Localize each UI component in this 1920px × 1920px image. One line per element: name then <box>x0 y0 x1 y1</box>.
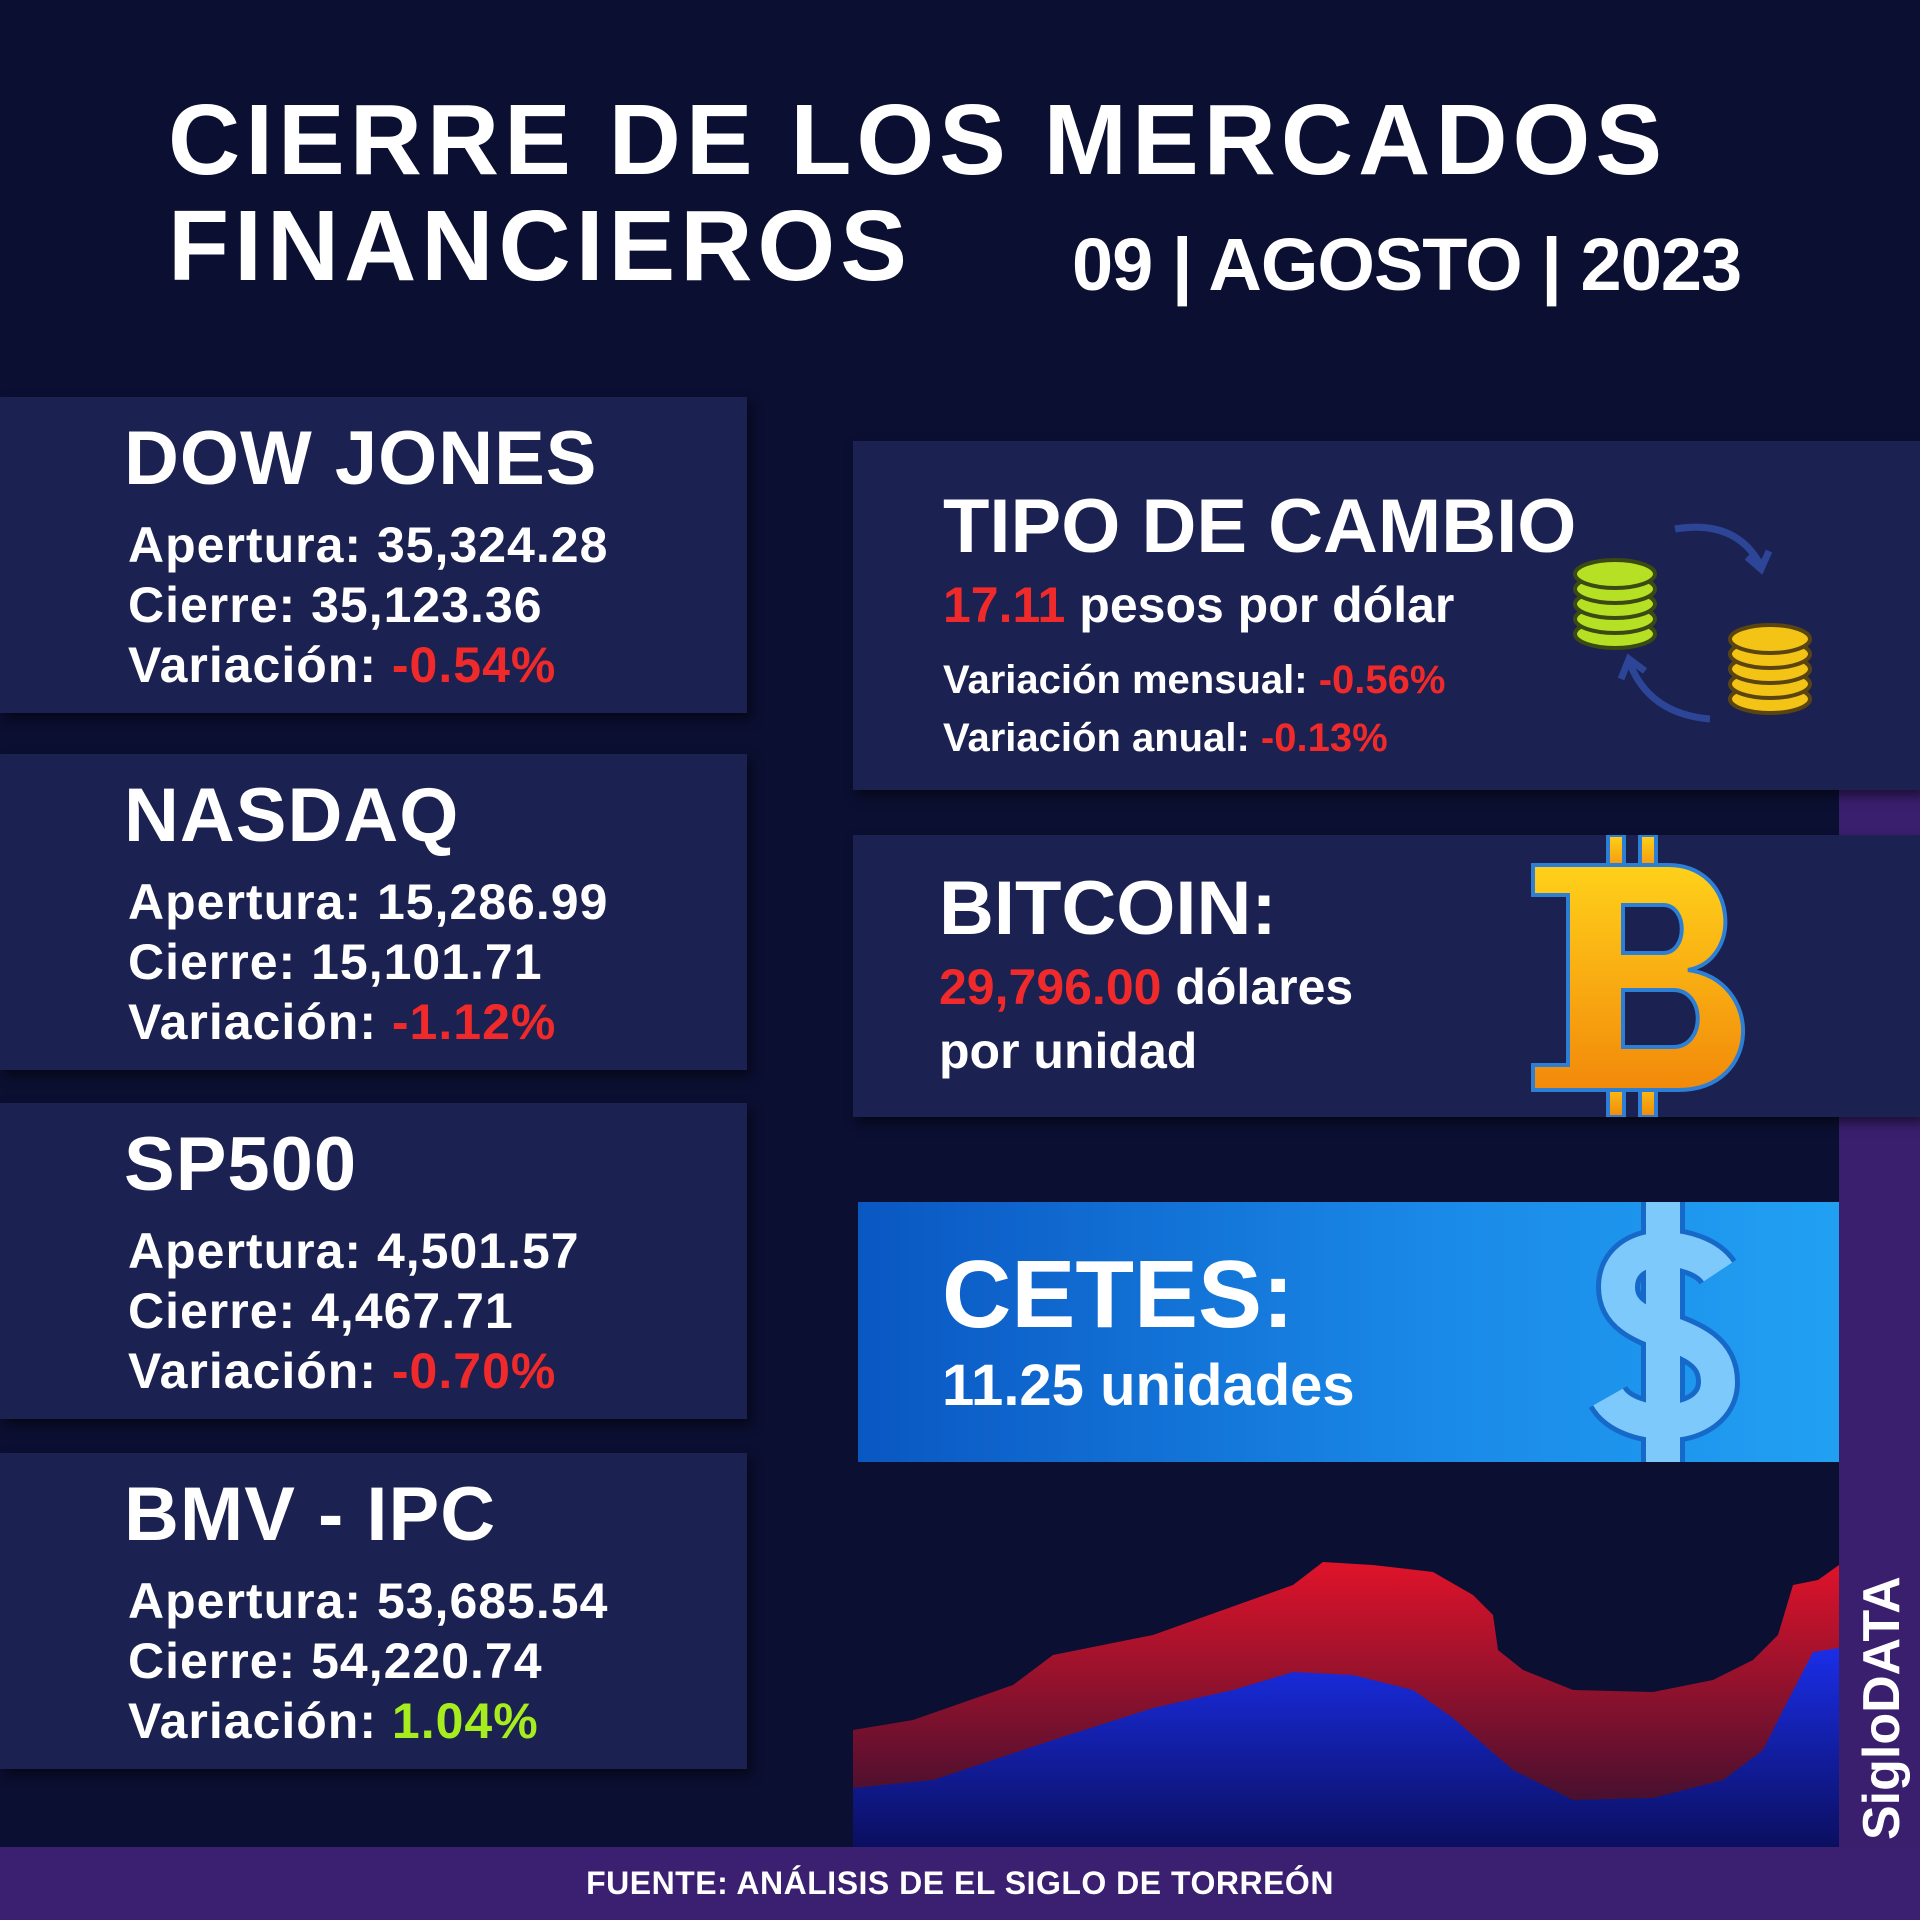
index-row: Variación: 1.04% <box>128 1691 608 1751</box>
footer: FUENTE: ANÁLISIS DE EL SIGLO DE TORREÓN <box>0 1847 1920 1920</box>
index-row: Cierre: 4,467.71 <box>128 1281 580 1341</box>
row-value: 54,220.74 <box>311 1633 543 1689</box>
title-line-1: CIERRE DE LOS MERCADOS <box>168 84 1668 196</box>
date: 09 | AGOSTO | 2023 <box>1072 223 1742 306</box>
bitcoin-glyph <box>1531 835 1746 1117</box>
index-card: DOW JONES Apertura: 35,324.28 Cierre: 35,1… <box>0 397 747 713</box>
row-value: 35,324.28 <box>376 517 609 573</box>
row-label: Variación: <box>128 1693 377 1749</box>
index-rows: Apertura: 53,685.54 Cierre: 54,220.74 Vari… <box>128 1571 608 1751</box>
dollar-icon <box>1588 1202 1741 1462</box>
row-label: Cierre: <box>128 577 297 633</box>
cetes-title: CETES: <box>942 1241 1295 1348</box>
bitcoin-icon <box>1531 835 1746 1117</box>
index-name: NASDAQ <box>124 773 460 858</box>
row-value: 15,101.71 <box>311 934 543 990</box>
coin-stack-gold <box>1728 623 1812 715</box>
index-name: BMV - IPC <box>124 1472 497 1557</box>
index-name: SP500 <box>124 1122 358 1207</box>
index-card: NASDAQ Apertura: 15,286.99 Cierre: 15,101.… <box>0 754 747 1070</box>
index-row: Variación: -0.54% <box>128 635 608 695</box>
bitcoin-line: 29,796.00 dólares <box>939 955 1353 1019</box>
exchange-rate-card: TIPO DE CAMBIO 17.11 pesos por dólar Var… <box>853 441 1920 790</box>
row-label: Cierre: <box>128 1633 297 1689</box>
exchange-rate-text: pesos por dólar <box>1079 577 1455 633</box>
row-label: Apertura: <box>128 874 363 930</box>
index-row: Cierre: 35,123.36 <box>128 575 608 635</box>
blue-area <box>853 1648 1839 1847</box>
index-row: Variación: -0.70% <box>128 1341 580 1401</box>
bitcoin-card: BITCOIN: 29,796.00 dólares por unidad <box>853 835 1920 1117</box>
row-label: Variación: <box>128 994 377 1050</box>
decorative-area <box>853 1562 1839 1847</box>
row-label: Cierre: <box>128 934 297 990</box>
exchange-rate-value: 17.11 <box>943 577 1066 633</box>
coins-icon <box>1573 523 1812 723</box>
index-card: BMV - IPC Apertura: 53,685.54 Cierre: 54,2… <box>0 1453 747 1769</box>
row-value: 35,123.36 <box>311 577 543 633</box>
row-label: Variación: <box>128 637 377 693</box>
row-label: Variación anual: <box>943 716 1250 760</box>
row-value: -0.13% <box>1260 716 1388 760</box>
row-value: -0.54% <box>391 637 557 693</box>
row-value: 15,286.99 <box>376 874 609 930</box>
row-value: -0.56% <box>1318 658 1446 702</box>
bitcoin-unit: dólares <box>1175 959 1354 1015</box>
bitcoin-text: 29,796.00 dólares por unidad <box>939 955 1353 1083</box>
row-value: 4,501.57 <box>376 1223 580 1279</box>
index-row: Apertura: 4,501.57 <box>128 1221 580 1281</box>
row-label: Apertura: <box>128 1573 363 1629</box>
title-line-2: FINANCIEROS <box>168 190 912 302</box>
exchange-rate-line: 17.11 pesos por dólar <box>943 576 1454 634</box>
arrow <box>1674 523 1764 566</box>
bitcoin-line: por unidad <box>939 1023 1198 1079</box>
row-label: Apertura: <box>128 1223 363 1279</box>
cetes-value: 11.25 <box>942 1353 1084 1418</box>
cetes-text: 11.25 unidades <box>942 1352 1355 1419</box>
row-value: 1.04% <box>391 1693 539 1749</box>
arrow-head <box>1617 653 1648 681</box>
exchange-rate-row: Variación anual: -0.13% <box>943 709 1445 767</box>
exchange-rate-rows: Variación mensual: -0.56% Variación anua… <box>943 651 1445 767</box>
index-row: Apertura: 15,286.99 <box>128 872 608 932</box>
index-row: Apertura: 53,685.54 <box>128 1571 608 1631</box>
bitcoin-price: 29,796.00 <box>939 959 1162 1015</box>
row-value: 53,685.54 <box>376 1573 609 1629</box>
cetes-card: CETES: 11.25 unidades <box>858 1202 1839 1462</box>
index-row: Apertura: 35,324.28 <box>128 515 608 575</box>
cetes-unit: unidades <box>1100 1353 1355 1418</box>
index-card: SP500 Apertura: 4,501.57 Cierre: 4,467.71 V… <box>0 1103 747 1419</box>
exchange-rate-title: TIPO DE CAMBIO <box>943 484 1577 569</box>
arrow <box>1626 662 1711 723</box>
dollar-glyph <box>1593 1202 1736 1462</box>
row-value: -1.12% <box>391 994 557 1050</box>
arrow-head <box>1744 549 1773 575</box>
index-rows: Apertura: 4,501.57 Cierre: 4,467.71 Variac… <box>128 1221 580 1401</box>
index-row: Cierre: 54,220.74 <box>128 1631 608 1691</box>
index-rows: Apertura: 15,286.99 Cierre: 15,101.71 Vari… <box>128 872 608 1052</box>
index-row: Variación: -1.12% <box>128 992 608 1052</box>
row-label: Variación mensual: <box>943 658 1308 702</box>
coin-stack-green <box>1573 558 1657 650</box>
index-row: Cierre: 15,101.71 <box>128 932 608 992</box>
index-rows: Apertura: 35,324.28 Cierre: 35,123.36 Vari… <box>128 515 608 695</box>
row-label: Variación: <box>128 1343 377 1399</box>
row-label: Cierre: <box>128 1283 297 1339</box>
row-value: 4,467.71 <box>311 1283 514 1339</box>
index-name: DOW JONES <box>124 416 598 501</box>
bitcoin-title: BITCOIN: <box>939 866 1277 951</box>
row-label: Apertura: <box>128 517 363 573</box>
row-value: -0.70% <box>391 1343 557 1399</box>
exchange-rate-row: Variación mensual: -0.56% <box>943 651 1445 709</box>
brand: SigloDATA <box>1853 1576 1911 1840</box>
